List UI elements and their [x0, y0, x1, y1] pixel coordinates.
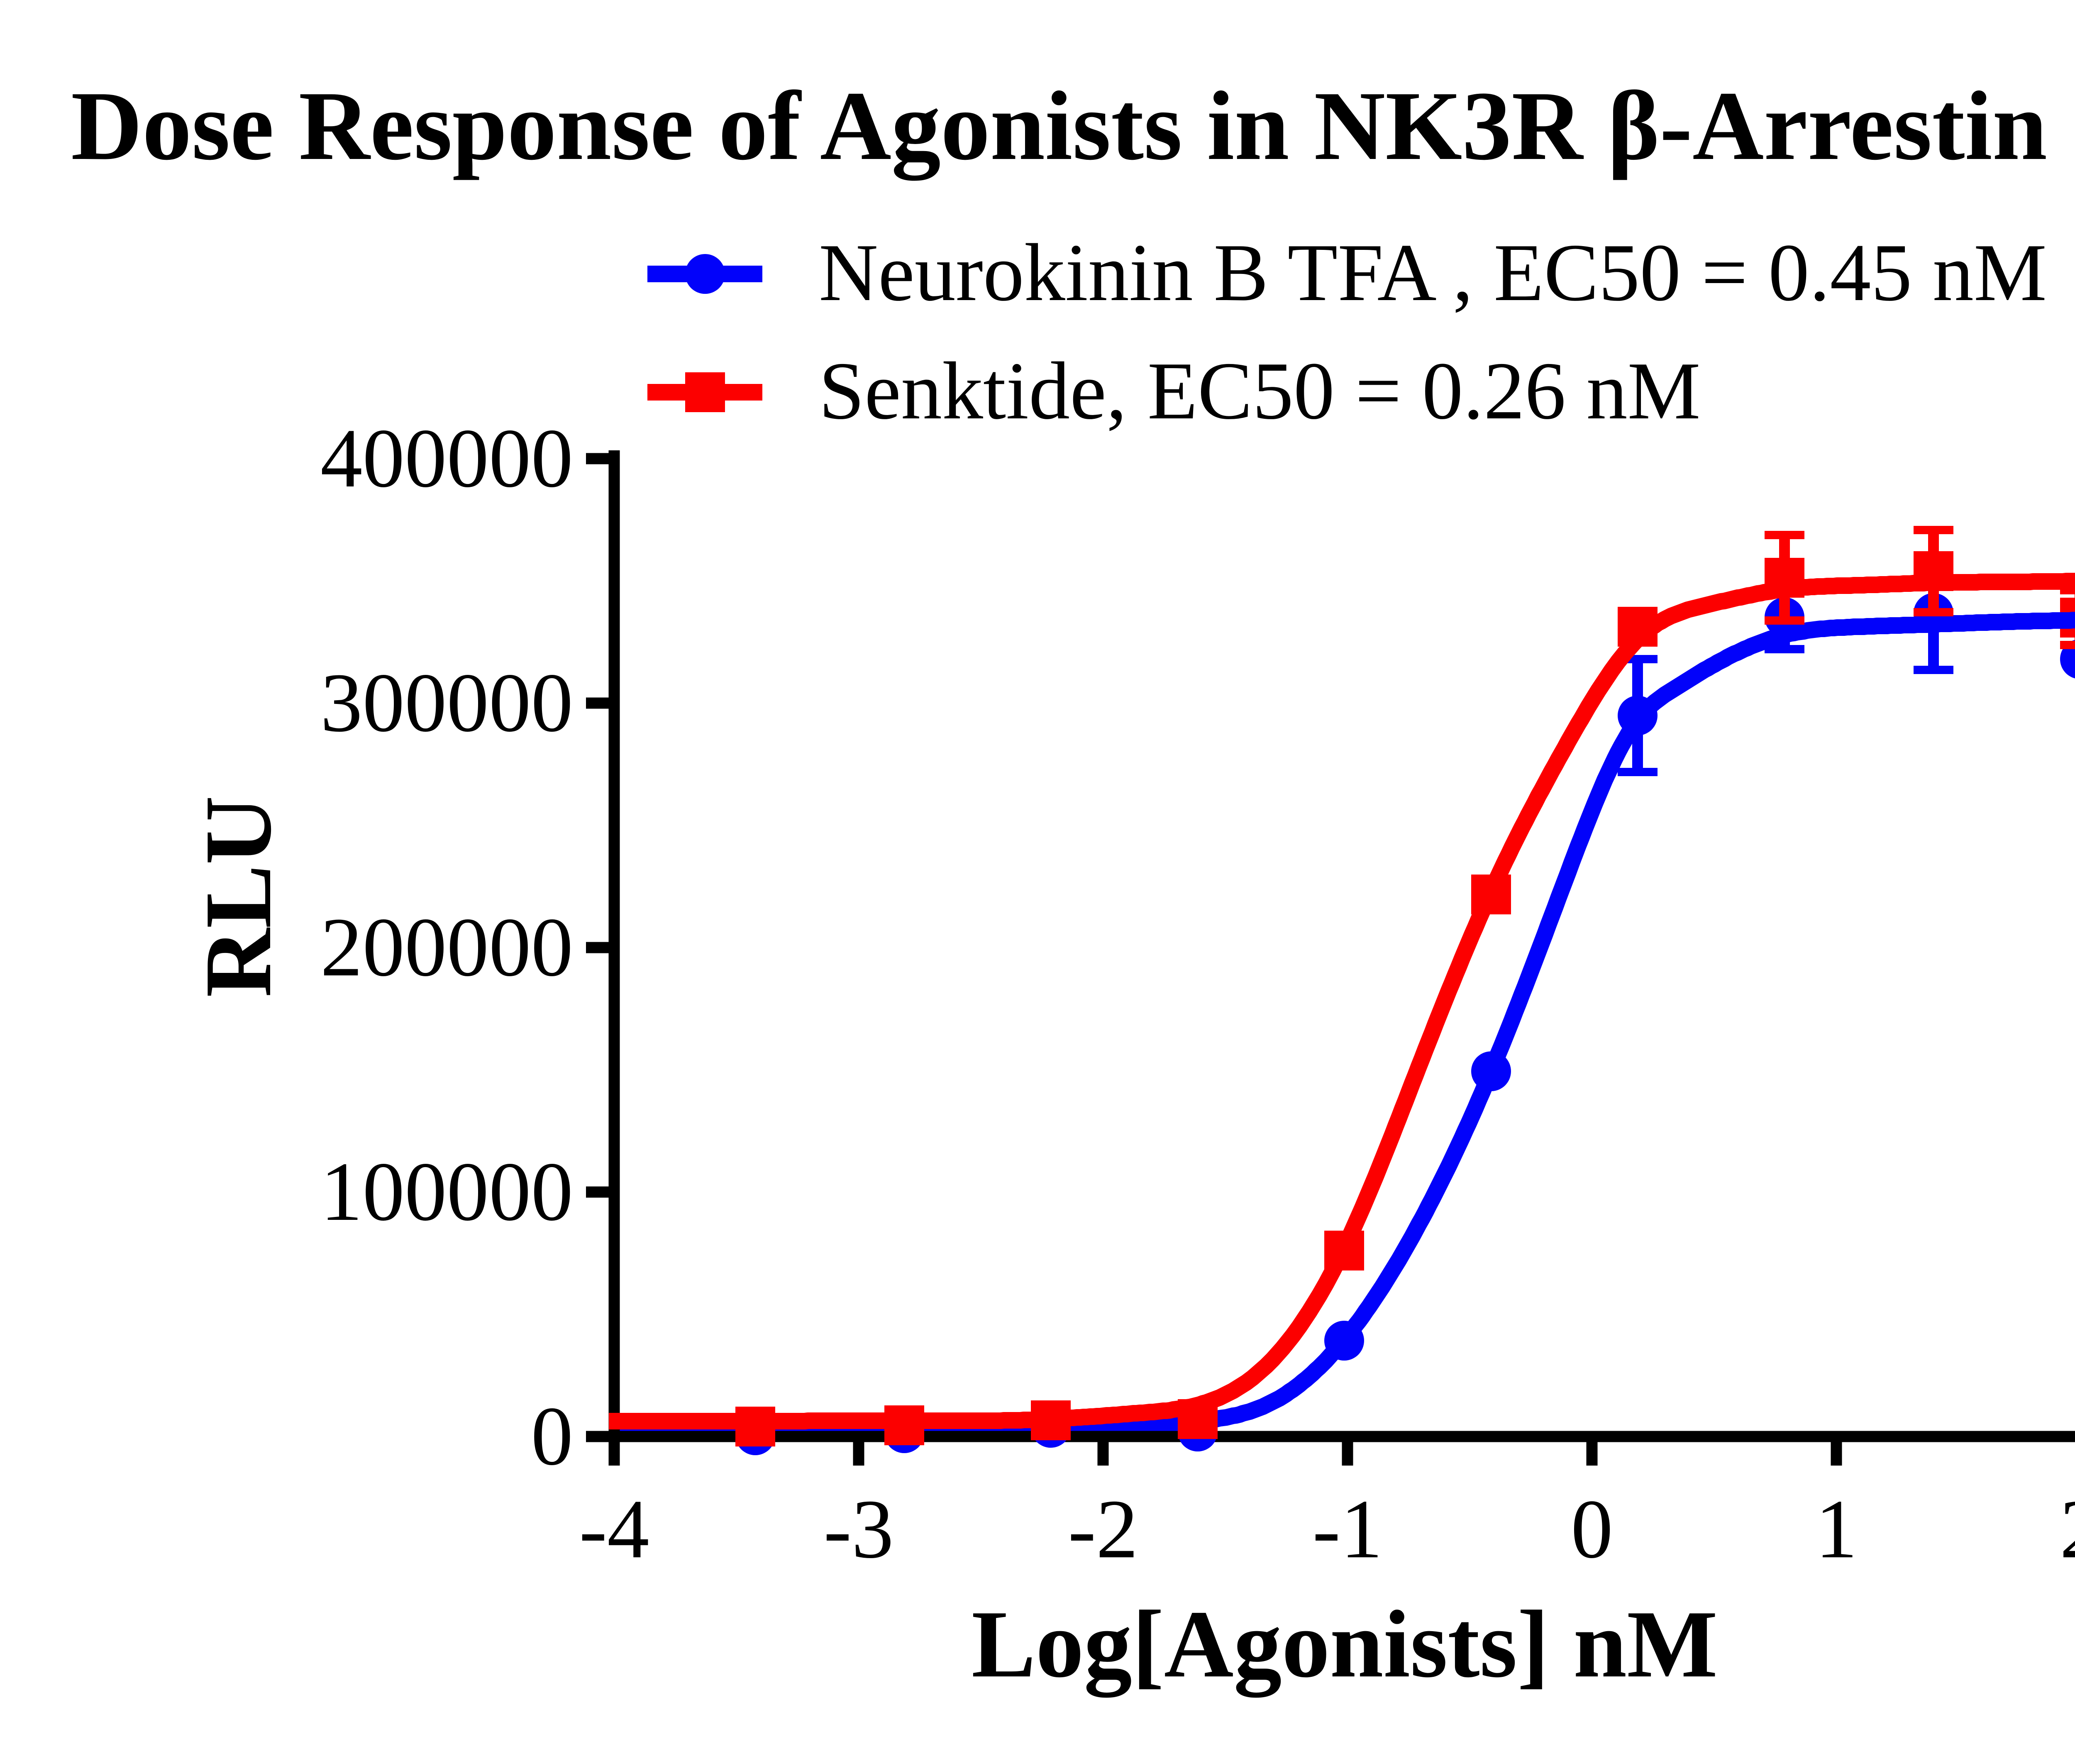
svg-text:Log[Agonists] nM: Log[Agonists] nM: [972, 1591, 1718, 1698]
svg-text:2: 2: [2060, 1482, 2075, 1576]
svg-text:300000: 300000: [320, 656, 573, 749]
svg-text:200000: 200000: [320, 900, 573, 994]
svg-text:RLU: RLU: [185, 796, 291, 997]
svg-text:100000: 100000: [320, 1145, 573, 1238]
svg-text:-2: -2: [1068, 1482, 1138, 1576]
svg-text:Dose Response of Agonists in: Dose Response of Agonists in NK3R β-Arre…: [71, 61, 2075, 181]
svg-text:-4: -4: [579, 1482, 649, 1576]
svg-text:400000: 400000: [320, 411, 573, 505]
svg-text:-1: -1: [1312, 1482, 1382, 1576]
svg-text:1: 1: [1815, 1482, 1858, 1576]
svg-text:-3: -3: [823, 1482, 893, 1576]
svg-text:0: 0: [1571, 1482, 1613, 1576]
svg-text:Senktide, EC50 = 0.26 nM: Senktide, EC50 = 0.26 nM: [819, 345, 1701, 436]
svg-text:0: 0: [531, 1389, 574, 1483]
svg-text:Neurokinin B TFA , EC50 = 0.45: Neurokinin B TFA , EC50 = 0.45 nM: [819, 227, 2047, 318]
